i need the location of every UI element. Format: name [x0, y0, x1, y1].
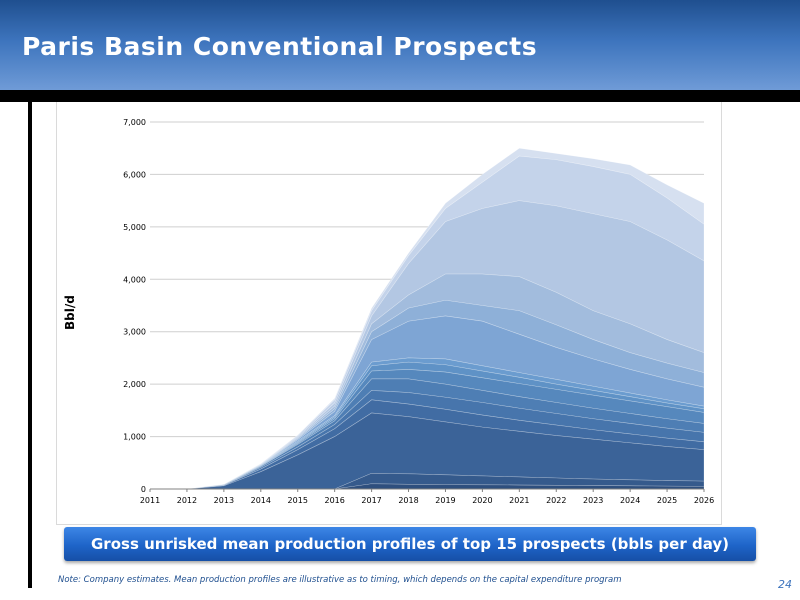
x-tick-label: 2012: [177, 496, 197, 505]
left-accent-bar: [28, 100, 32, 588]
x-tick-label: 2022: [546, 496, 566, 505]
chart-caption: Gross unrisked mean production profiles …: [64, 527, 756, 561]
y-tick-label: 2,000: [123, 380, 146, 389]
x-tick-label: 2015: [288, 496, 308, 505]
y-tick-label: 1,000: [123, 433, 146, 442]
x-tick-label: 2020: [472, 496, 492, 505]
x-tick-label: 2011: [140, 496, 160, 505]
chart-frame: 0 1,000 2,000 3,000 4,000 5,000 6,000 7,000 2011…: [56, 102, 722, 525]
area-layer-4: [150, 399, 705, 490]
footnote: Note: Company estimates. Mean production…: [58, 575, 622, 585]
y-tick-label: 7,000: [123, 118, 146, 127]
x-tick-label: 2023: [583, 496, 603, 505]
x-tick-label: 2014: [251, 496, 271, 505]
x-tick-label: 2017: [361, 496, 381, 505]
y-axis-label: Bbl/d: [63, 295, 77, 330]
y-tick-label: 5,000: [123, 223, 146, 232]
x-tick-label: 2018: [398, 496, 418, 505]
page-number: 24: [778, 578, 792, 591]
y-tick-label: 6,000: [123, 170, 146, 179]
x-tick-label: 2013: [214, 496, 234, 505]
x-tick-label: 2024: [620, 496, 640, 505]
slide-title: Paris Basin Conventional Prospects: [22, 32, 538, 61]
x-tick-label: 2019: [435, 496, 455, 505]
production-area-chart: 0 1,000 2,000 3,000 4,000 5,000 6,000 7,000 2011…: [123, 118, 714, 505]
x-tick-label: 2016: [324, 496, 344, 505]
x-tick-label: 2026: [694, 496, 714, 505]
slide-header: Paris Basin Conventional Prospects: [0, 0, 800, 90]
header-divider-bar: [0, 90, 800, 102]
y-tick-label: 3,000: [123, 328, 146, 337]
x-tick-label: 2025: [657, 496, 677, 505]
y-tick-label: 4,000: [123, 275, 146, 284]
y-tick-label: 0: [141, 485, 146, 494]
x-tick-label: 2021: [509, 496, 529, 505]
